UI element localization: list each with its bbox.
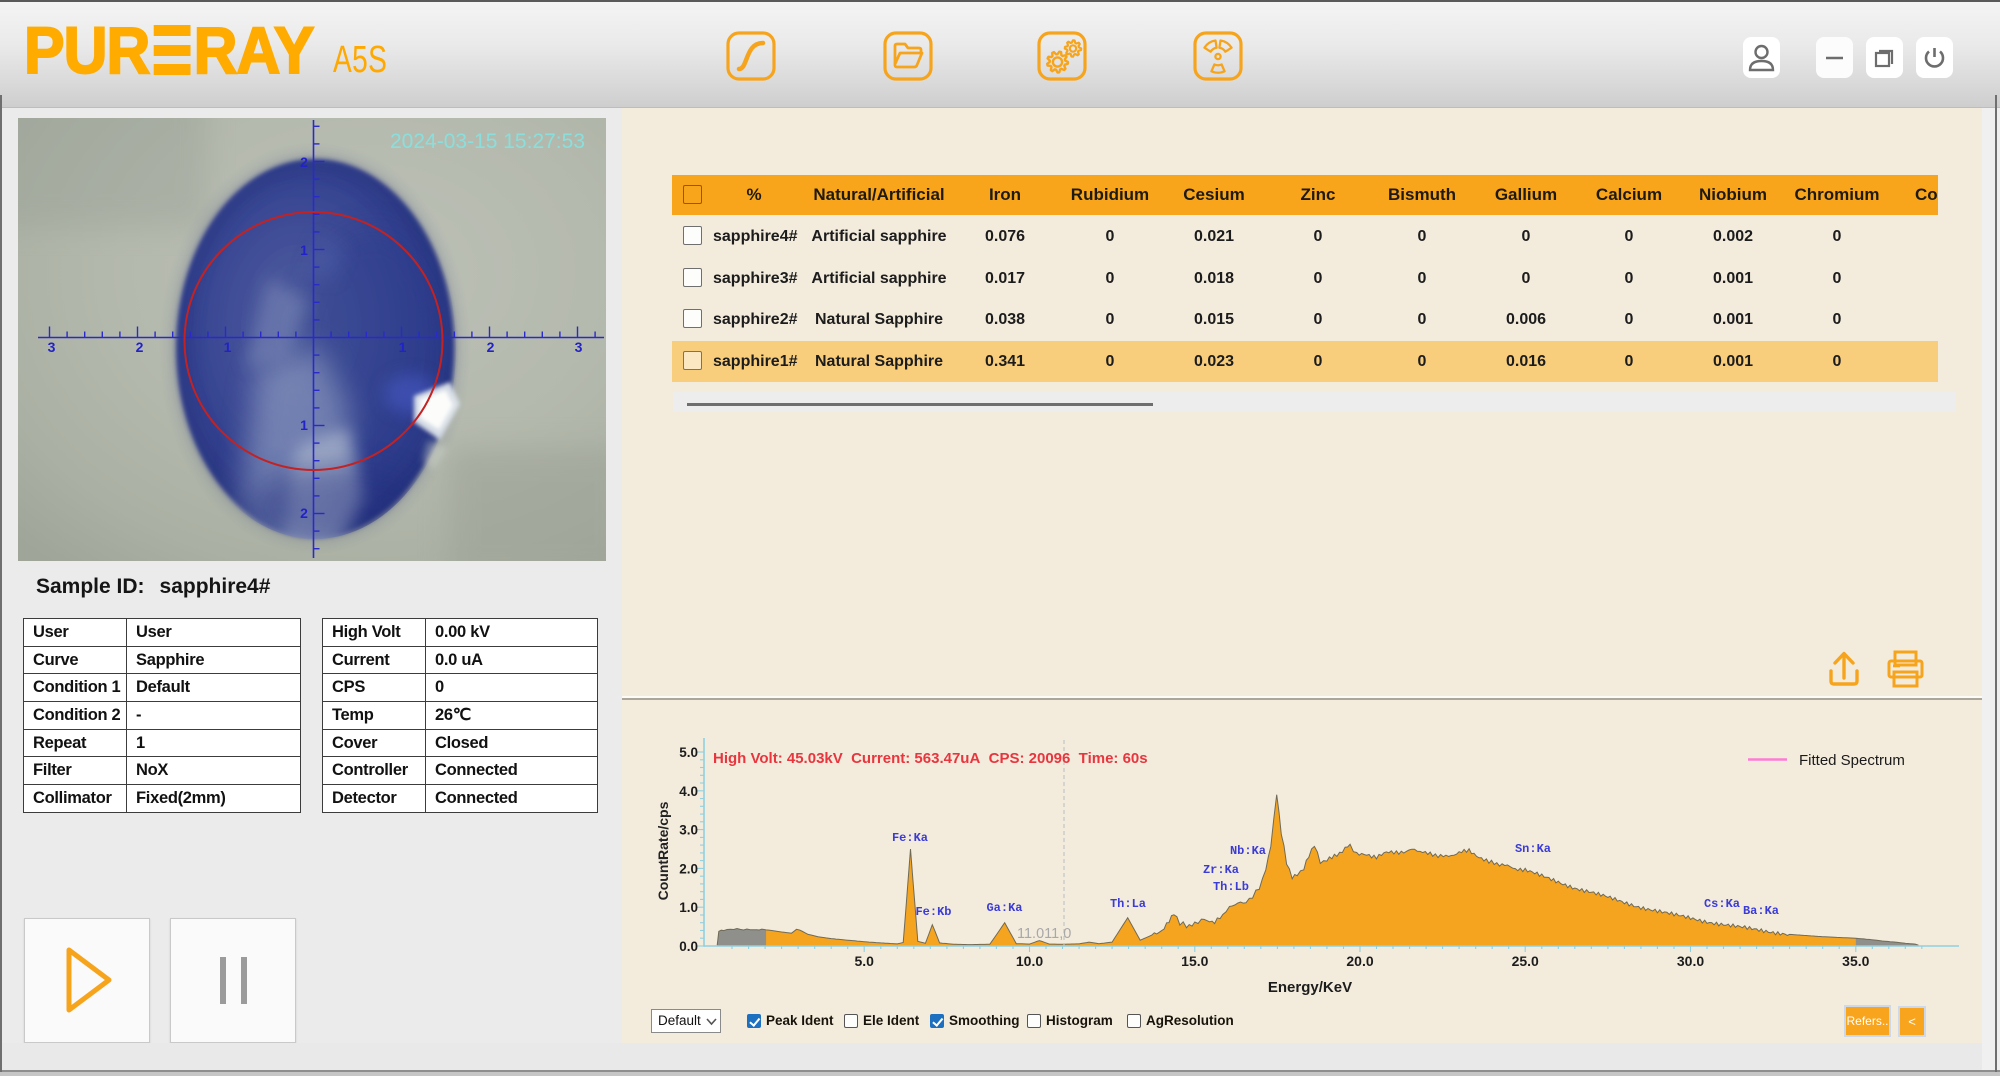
svg-text:1: 1	[300, 242, 308, 258]
svg-text:25.0: 25.0	[1512, 953, 1539, 969]
svg-text:High Volt: 45.03kV Current: 5: High Volt: 45.03kV Current: 563.47uA CPS…	[713, 750, 1148, 767]
svg-text:Fe:Kb: Fe:Kb	[915, 905, 951, 919]
svg-text:2: 2	[300, 154, 308, 170]
svg-text:2024-03-15 15:27:53: 2024-03-15 15:27:53	[390, 130, 585, 153]
svg-text:Fitted Spectrum: Fitted Spectrum	[1799, 752, 1905, 769]
svg-text:3: 3	[48, 339, 56, 355]
svg-text:Fe:Ka: Fe:Ka	[892, 831, 928, 845]
svg-text:Ga:Ka: Ga:Ka	[986, 901, 1022, 915]
svg-text:Zr:Ka: Zr:Ka	[1203, 863, 1239, 877]
svg-text:Sn:Ka: Sn:Ka	[1515, 842, 1551, 856]
svg-text:15.0: 15.0	[1181, 953, 1208, 969]
svg-text:3.0: 3.0	[679, 823, 698, 838]
svg-text:11.011,0: 11.011,0	[1017, 926, 1071, 942]
svg-text:35.0: 35.0	[1842, 953, 1869, 969]
svg-text:20.0: 20.0	[1346, 953, 1373, 969]
svg-text:2: 2	[300, 505, 308, 521]
svg-text:CountRate/cps: CountRate/cps	[655, 801, 671, 900]
svg-text:30.0: 30.0	[1677, 953, 1704, 969]
svg-text:2: 2	[136, 339, 144, 355]
svg-text:1: 1	[399, 339, 407, 355]
svg-text:Th:La: Th:La	[1110, 897, 1146, 911]
svg-text:0.0: 0.0	[679, 939, 698, 954]
svg-text:5.0: 5.0	[854, 953, 874, 969]
svg-text:Cs:Ka: Cs:Ka	[1704, 897, 1740, 911]
svg-text:2: 2	[487, 339, 495, 355]
svg-text:1.0: 1.0	[679, 900, 698, 915]
svg-text:Nb:Ka: Nb:Ka	[1230, 844, 1266, 858]
svg-text:1: 1	[224, 339, 232, 355]
svg-text:Th:Lb: Th:Lb	[1213, 880, 1249, 894]
svg-text:Energy/KeV: Energy/KeV	[1268, 979, 1352, 996]
svg-text:1: 1	[300, 417, 308, 433]
svg-text:10.0: 10.0	[1016, 953, 1043, 969]
svg-text:5.0: 5.0	[679, 745, 698, 760]
svg-text:4.0: 4.0	[679, 784, 698, 799]
svg-text:3: 3	[575, 339, 583, 355]
svg-text:Ba:Ka: Ba:Ka	[1743, 904, 1779, 918]
svg-text:2.0: 2.0	[679, 861, 698, 876]
